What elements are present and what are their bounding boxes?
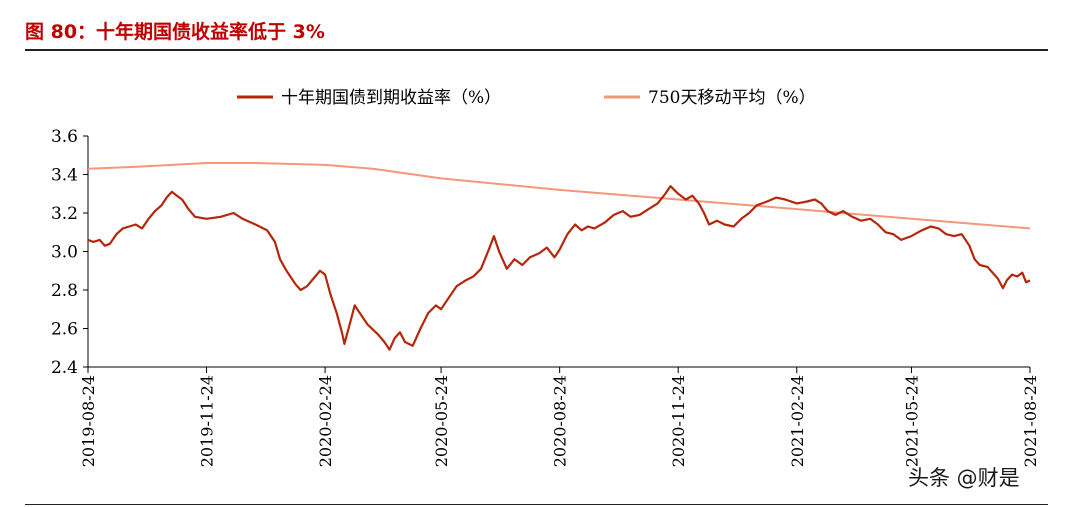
y-tick-label: 2.4 [51,358,78,378]
legend-label: 750天移动平均（%） [648,88,816,108]
y-tick-label: 3.6 [51,127,78,147]
x-tick-label: 2021-05-24 [902,375,921,467]
y-tick-label: 3.2 [51,204,78,224]
x-tick-label: 2021-02-24 [788,375,807,467]
x-tick-label: 2021-08-24 [1021,375,1040,467]
series-line-ma750 [87,162,1031,230]
x-tick-label: 2019-11-24 [198,375,217,467]
watermark: 头条 @财是 [908,466,1020,490]
figure-title: 图 80：十年期国债收益率低于 3% [25,21,325,43]
x-tick-label: 2020-08-24 [551,375,570,467]
y-tick-label: 2.6 [51,320,78,340]
y-tick-label: 3.0 [51,243,78,263]
legend-item-ma750: 750天移动平均（%） [604,88,816,108]
series-line-yield [87,185,1031,351]
chart-series [87,162,1031,351]
y-tick-label: 2.8 [51,281,78,301]
legend-item-yield: 十年期国债到期收益率（%） [237,88,501,108]
x-tick-label: 2019-08-24 [79,375,98,467]
x-tick-label: 2020-11-24 [669,375,688,467]
x-tick-label: 2020-02-24 [316,375,335,467]
x-axis-ticks: 2019-08-24 2019-11-24 2020-02-24 2020-05-24… [79,367,1040,467]
legend-label: 十年期国债到期收益率（%） [281,88,501,108]
y-axis-ticks: 2.4 2.6 2.8 3.0 3.2 3.4 3.6 [51,127,88,378]
x-tick-label: 2020-05-24 [432,375,451,467]
y-tick-label: 3.4 [51,166,78,186]
chart-legend: 十年期国债到期收益率（%） 750天移动平均（%） [237,88,816,108]
top-rule [25,49,1048,51]
bottom-rule [25,504,1048,505]
